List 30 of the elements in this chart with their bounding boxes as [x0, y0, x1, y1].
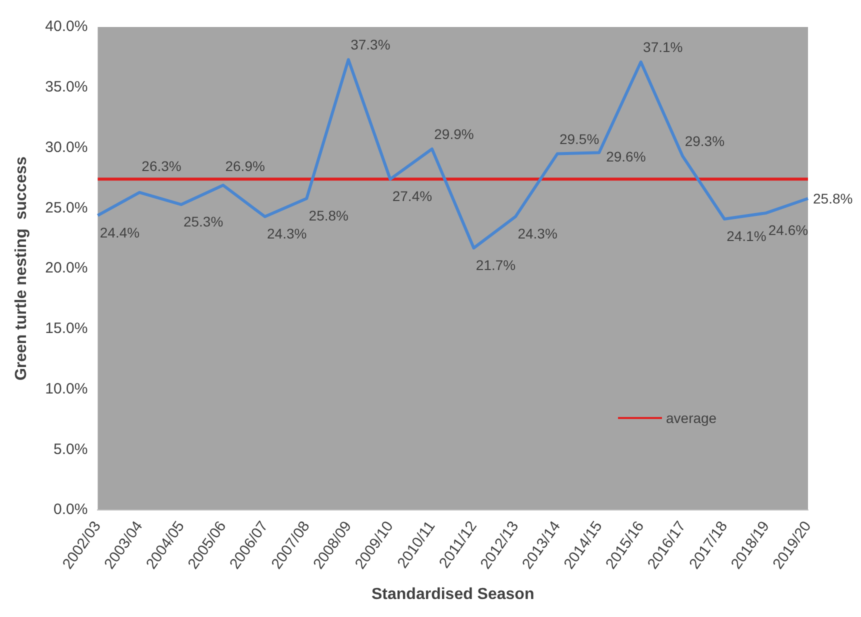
data-label: 37.3%	[350, 36, 390, 53]
data-label: 27.4%	[392, 188, 432, 204]
y-tick-label: 35.0%	[45, 78, 88, 96]
y-tick-label: 20.0%	[45, 260, 88, 277]
data-label: 26.9%	[225, 158, 265, 174]
data-label: 37.1%	[643, 39, 683, 56]
data-label: 29.5%	[559, 130, 600, 147]
y-tick-label: 30.0%	[45, 138, 88, 156]
data-label: 25.3%	[183, 214, 224, 230]
data-label: 29.3%	[684, 133, 725, 150]
x-axis-title: Standardised Season	[372, 586, 534, 603]
data-label: 25.8%	[308, 207, 348, 224]
y-tick-label: 15.0%	[45, 320, 88, 338]
data-label: 29.6%	[606, 148, 646, 165]
data-label: 24.4%	[100, 224, 140, 240]
y-axis-title: Green turtle nesting success	[13, 156, 30, 381]
y-tick-label: 40.0%	[45, 18, 88, 36]
data-label: 24.6%	[768, 222, 808, 238]
legend-label: average	[666, 410, 717, 426]
y-tick-label: 25.0%	[45, 199, 88, 216]
data-label: 25.8%	[813, 190, 853, 206]
data-label: 24.3%	[267, 226, 307, 242]
y-tick-label: 0.0%	[54, 501, 88, 518]
data-label: 24.3%	[518, 226, 558, 242]
y-tick-label: 5.0%	[54, 440, 88, 458]
data-label: 21.7%	[476, 257, 516, 273]
data-label: 24.1%	[726, 228, 766, 244]
y-tick-label: 10.0%	[45, 380, 88, 398]
data-label: 26.3%	[142, 158, 182, 174]
data-label: 29.9%	[434, 126, 474, 142]
